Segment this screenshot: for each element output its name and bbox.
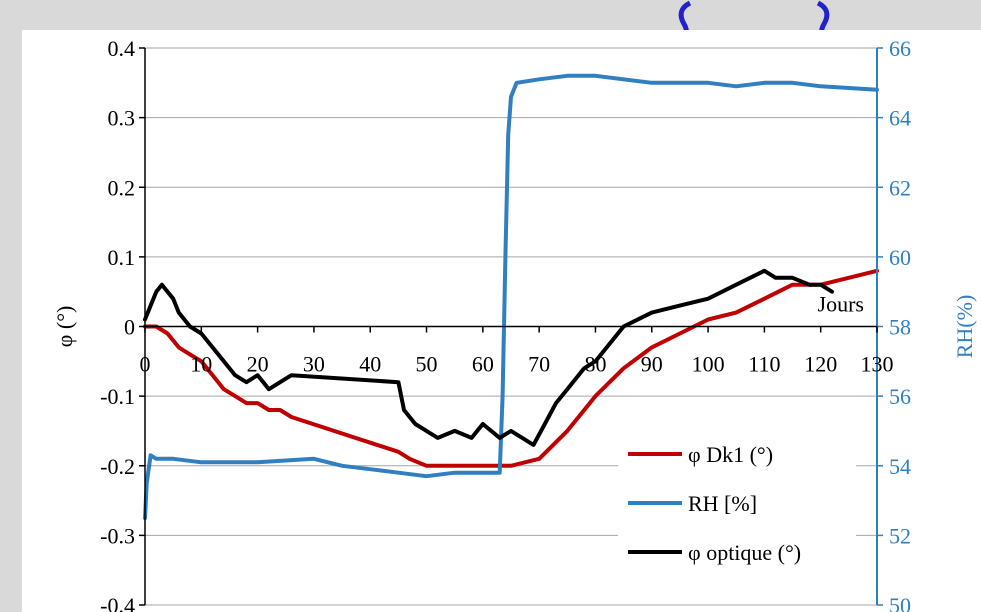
x-axis-title: Jours — [818, 292, 864, 317]
x-tick-label: 110 — [748, 352, 780, 377]
left-y-tick-label: -0.2 — [100, 454, 135, 479]
x-tick-label: 80 — [584, 352, 606, 377]
x-tick-label: 50 — [416, 352, 438, 377]
right-y-tick-label: 50 — [889, 593, 911, 612]
left-y-tick-label: 0.4 — [108, 36, 136, 61]
series-layer — [143, 73, 879, 520]
legend: φ Dk1 (°) RH [%] φ optique (°) — [618, 432, 856, 574]
left-y-tick-label: -0.4 — [100, 593, 135, 612]
legend-label: RH [%] — [688, 491, 757, 516]
right-y-axis-title: RH(%) — [952, 295, 977, 359]
left-y-tick-label: 0 — [124, 315, 135, 340]
x-tick-label: 90 — [641, 352, 663, 377]
left-y-axis-title: φ (°) — [52, 306, 77, 348]
x-tick-label: 60 — [472, 352, 494, 377]
x-tick-label: 0 — [140, 352, 151, 377]
right-y-tick-label: 64 — [889, 106, 911, 131]
legend-label: φ Dk1 (°) — [688, 442, 773, 467]
x-tick-label: 130 — [861, 352, 894, 377]
left-y-tick-label: -0.3 — [100, 523, 135, 548]
series-line-optique — [143, 268, 834, 447]
axes: 0.40.30.20.10-0.1-0.2-0.3-0.466646260585… — [52, 36, 977, 612]
x-tick-label: 20 — [247, 352, 269, 377]
x-tick-label: 40 — [359, 352, 381, 377]
x-tick-label: 70 — [528, 352, 550, 377]
series-line-dk1 — [143, 268, 879, 468]
x-tick-label: 120 — [804, 352, 837, 377]
right-y-tick-label: 66 — [889, 36, 911, 61]
right-y-tick-label: 52 — [889, 523, 911, 548]
x-tick-label: 30 — [303, 352, 325, 377]
legend-label: φ optique (°) — [688, 540, 801, 565]
series-line-rh — [143, 73, 879, 520]
right-y-tick-label: 62 — [889, 175, 911, 200]
right-y-tick-label: 58 — [889, 315, 911, 340]
left-y-tick-label: -0.1 — [100, 384, 135, 409]
right-y-tick-label: 56 — [889, 384, 911, 409]
right-y-tick-label: 60 — [889, 245, 911, 270]
x-tick-label: 100 — [692, 352, 725, 377]
x-tick-label: 10 — [190, 352, 212, 377]
left-y-tick-label: 0.3 — [108, 106, 136, 131]
left-y-tick-label: 0.2 — [108, 175, 136, 200]
left-y-tick-label: 0.1 — [108, 245, 136, 270]
right-y-tick-label: 54 — [889, 454, 911, 479]
